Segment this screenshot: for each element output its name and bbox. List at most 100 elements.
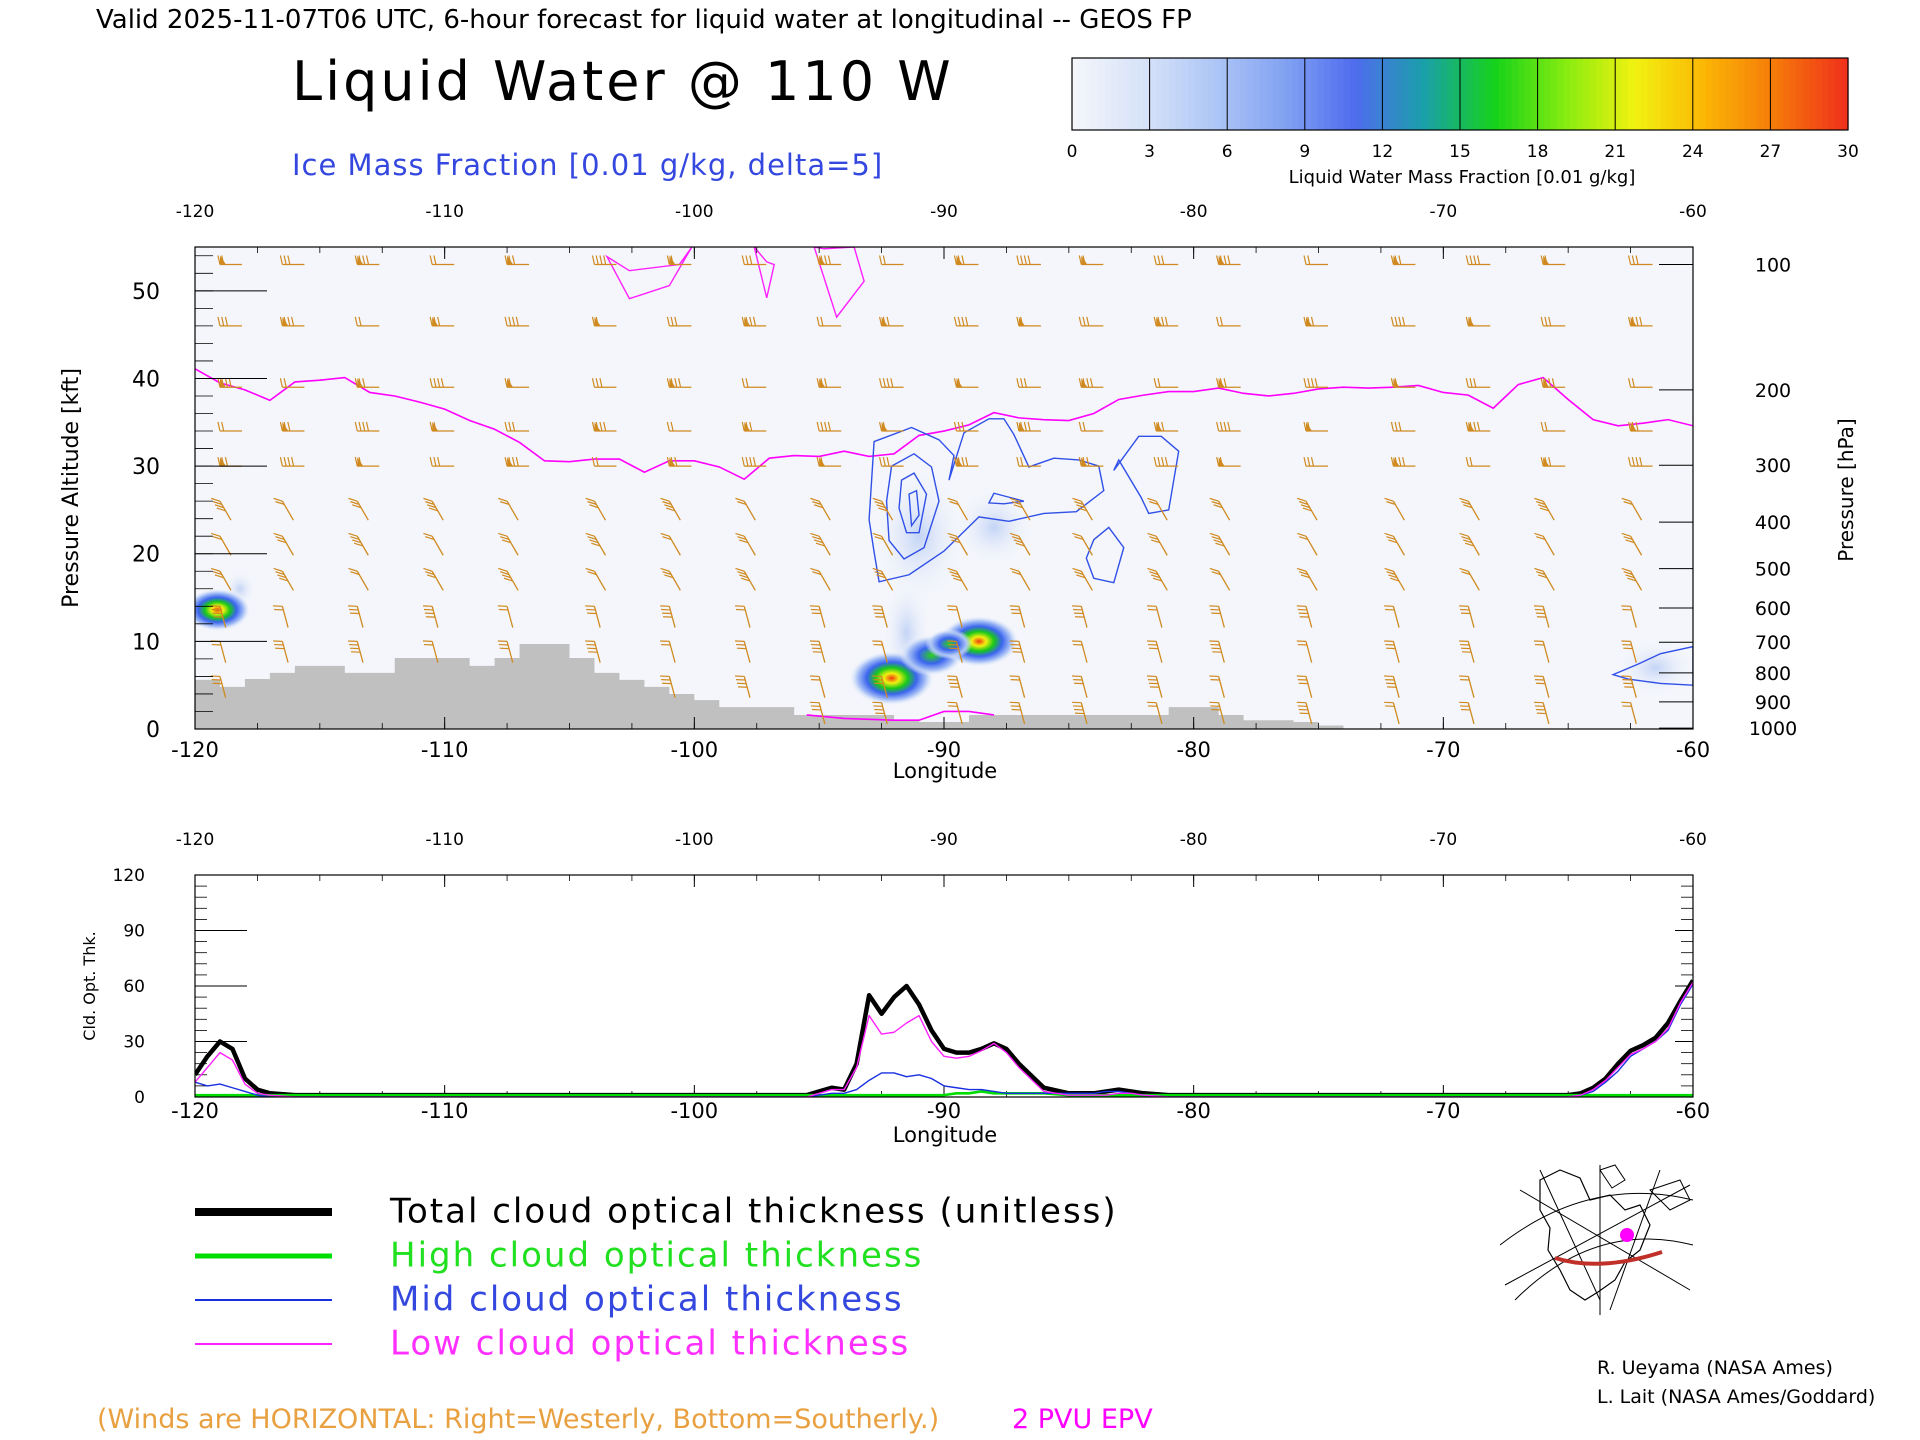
colorbar-slice <box>1705 58 1713 130</box>
wind-barb-feather <box>1473 378 1477 388</box>
wind-barb-feather <box>1298 571 1309 576</box>
wind-barb-feather <box>1459 497 1469 502</box>
x-tick-label: -110 <box>421 738 469 762</box>
ice-contour <box>908 489 920 528</box>
wind-barbs <box>210 255 1653 725</box>
tropopause-line <box>195 368 1693 722</box>
wind-barb-feather <box>874 536 884 541</box>
wind-barb-feather <box>957 316 961 327</box>
wind-barb <box>1153 316 1179 327</box>
wind-barb-feather <box>350 501 360 505</box>
wind-barb-feather <box>217 378 221 388</box>
wind-barb <box>878 316 904 327</box>
wind-barb-pennant <box>1393 255 1400 265</box>
colorbar-tick-label: 18 <box>1527 142 1549 162</box>
wind-barb-feather <box>599 421 603 432</box>
wind-barb-feather <box>816 421 820 432</box>
wind-barb-pennant <box>282 422 289 432</box>
wind-barb-feather <box>1534 532 1544 537</box>
pressure-tick-label: 900 <box>1755 692 1791 714</box>
wind-barb-feather <box>878 456 883 467</box>
wind-barb <box>279 456 305 467</box>
wind-barb-feather <box>1297 497 1307 502</box>
wind-barb-feather <box>951 539 961 544</box>
bottom-x-tick-label: -70 <box>1426 1099 1460 1123</box>
wind-barb-feather <box>1627 577 1637 582</box>
colorbar-slice <box>1097 58 1105 130</box>
wind-barb-feather <box>433 456 437 467</box>
wind-barb-feather <box>1465 316 1469 327</box>
wind-barb-feather <box>1402 316 1406 327</box>
wind-barb-feather <box>1631 378 1635 388</box>
liquid-water-blob <box>925 628 973 660</box>
wind-barb-feather <box>1548 378 1552 388</box>
colorbar-tick-label: 6 <box>1222 142 1233 162</box>
wind-barb-feather <box>217 421 221 432</box>
colorbar-slice <box>1388 58 1396 130</box>
wind-barb <box>1627 456 1653 467</box>
colorbar-slice <box>1259 58 1267 130</box>
wind-barb-feather <box>741 456 745 467</box>
colorbar-slice <box>1602 58 1610 130</box>
wind-barb-feather <box>511 456 516 467</box>
wind-barb <box>1209 701 1225 725</box>
wind-barb <box>348 532 369 556</box>
colorbar-slice <box>1582 58 1590 130</box>
wind-barb-feather <box>878 507 888 512</box>
wind-barb-feather <box>882 378 886 388</box>
wind-barb <box>1216 456 1241 467</box>
series-line-low <box>195 981 1693 1097</box>
wind-barb <box>947 497 969 521</box>
wind-barb <box>429 421 455 432</box>
wind-barb <box>423 532 444 556</box>
wind-barb-feather <box>872 497 882 502</box>
colorbar-slice <box>1634 58 1642 130</box>
colorbar-slice <box>1563 58 1571 130</box>
bottom-panel: -120 -120 -110 -110 -100 -100 -90 -90 -80 -80 -70 -… <box>113 830 1711 1123</box>
wind-barb-pennant <box>432 422 439 432</box>
colorbar-slice <box>1117 58 1125 130</box>
wind-barb-feather <box>1386 501 1396 505</box>
wind-barb-feather <box>1016 421 1020 432</box>
credit-1: R. Ueyama (NASA Ames) <box>1597 1357 1833 1379</box>
wind-barb <box>217 255 242 266</box>
wind-barb-feather <box>1551 378 1556 388</box>
wind-barb-feather <box>591 456 596 467</box>
colorbar-slice <box>1447 58 1455 130</box>
wind-barb-feather <box>365 421 370 432</box>
wind-barb-feather <box>1390 255 1394 265</box>
wind-barb-feather <box>1072 532 1082 537</box>
wind-barb <box>429 378 455 388</box>
wind-barb-feather <box>1215 542 1225 547</box>
wind-barb <box>741 316 767 327</box>
wind-barb <box>1303 378 1329 388</box>
wind-barb-feather <box>429 255 433 265</box>
wind-barb <box>1534 532 1555 556</box>
wind-barb <box>1072 532 1093 556</box>
wind-barb-feather <box>595 378 599 388</box>
wind-barb-feather <box>662 501 672 505</box>
wind-barb <box>953 456 979 467</box>
wind-barb <box>429 316 455 327</box>
wind-barb <box>1009 605 1026 628</box>
colorbar-slice <box>1460 58 1468 130</box>
colorbar-tick-label: 9 <box>1299 142 1310 162</box>
colorbar-slice <box>1679 58 1687 130</box>
wind-barb-feather <box>1394 421 1398 432</box>
wind-barb-feather <box>279 577 289 582</box>
wind-barb <box>953 378 979 388</box>
series-line-high <box>195 1090 1693 1097</box>
wind-barb <box>735 605 751 628</box>
wind-barb-feather <box>353 542 364 547</box>
wind-barb-feather <box>1534 567 1544 572</box>
wind-barb-feather <box>273 497 283 502</box>
wind-barb <box>947 532 969 556</box>
colorbar-slice <box>1285 58 1293 130</box>
bottom-y-tick-label: 90 <box>123 922 145 942</box>
wind-barb-feather <box>965 316 969 327</box>
ice-contour <box>1085 526 1125 584</box>
wind-barb <box>1297 532 1318 556</box>
wind-barb-feather <box>1465 421 1469 432</box>
wind-barb-feather <box>874 571 884 576</box>
wind-barb <box>1009 640 1026 663</box>
